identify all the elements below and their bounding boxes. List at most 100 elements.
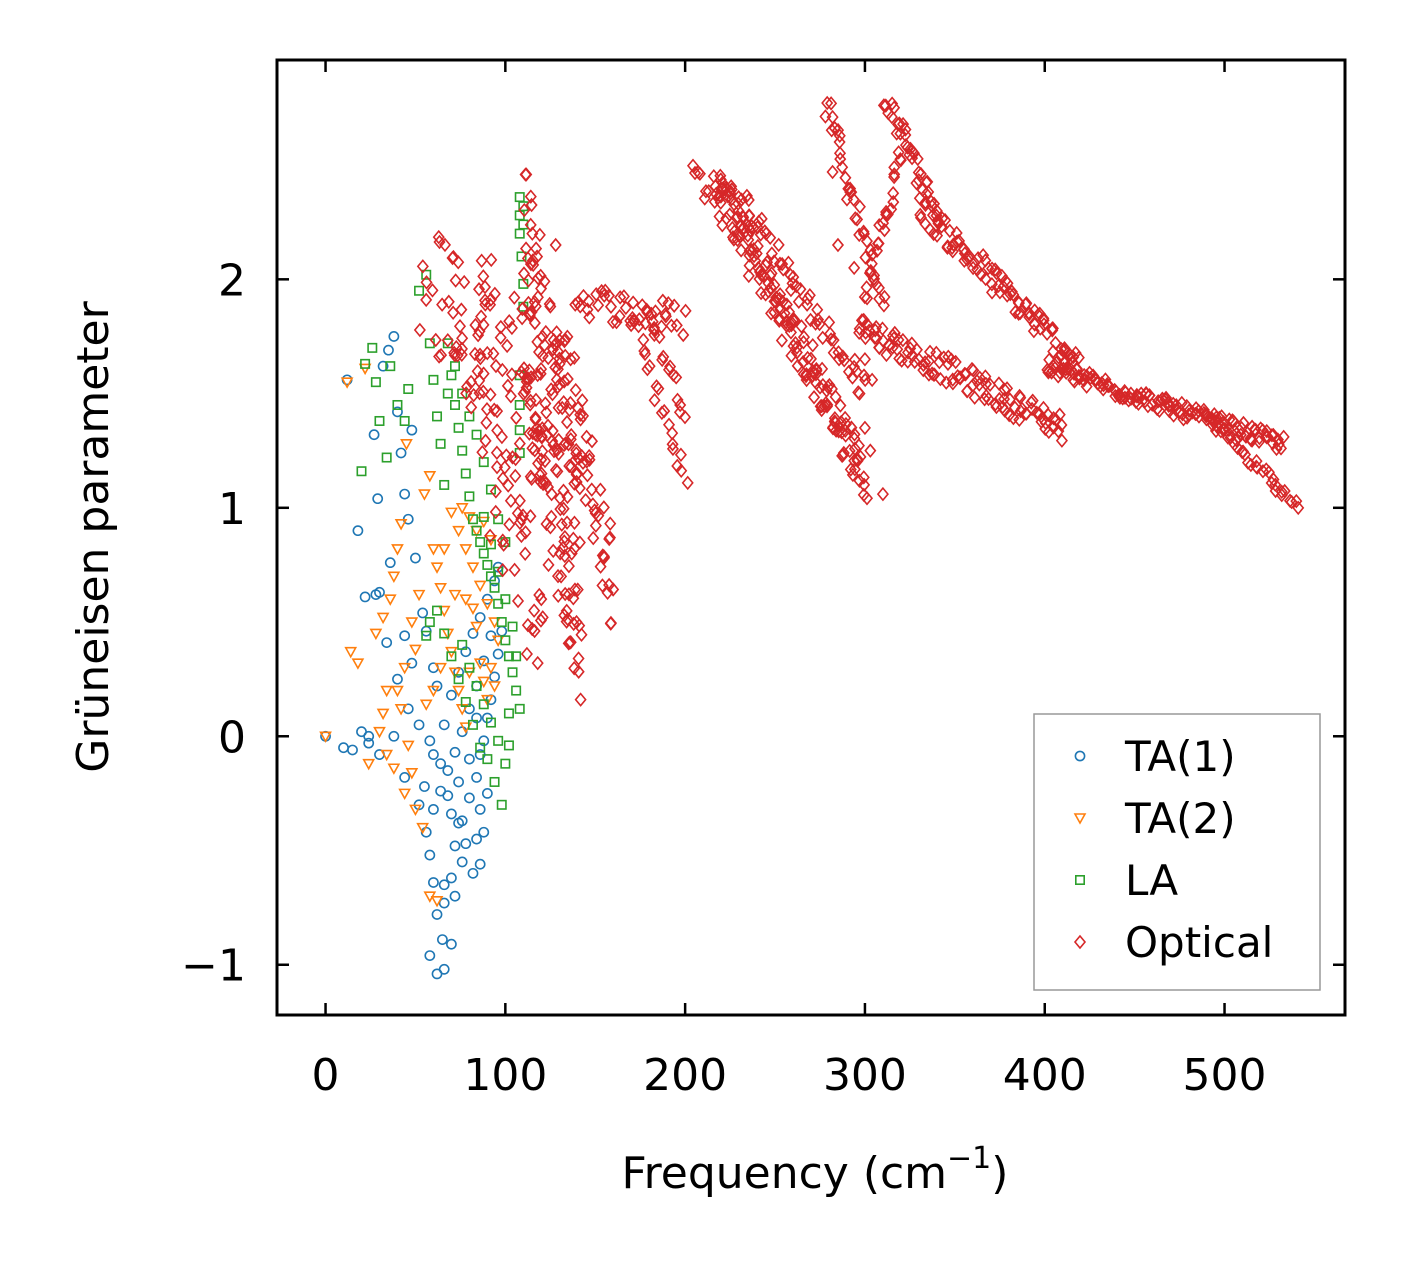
data-point — [568, 582, 582, 597]
data-point — [850, 364, 863, 379]
data-point — [858, 289, 871, 305]
data-point — [764, 230, 777, 245]
data-point — [640, 302, 653, 317]
data-point — [552, 446, 565, 461]
data-point — [1003, 392, 1016, 407]
data-point — [463, 792, 475, 804]
data-point — [576, 393, 589, 408]
data-point — [1209, 414, 1222, 429]
data-point — [984, 377, 997, 393]
data-point — [473, 580, 487, 593]
data-point — [1261, 429, 1274, 444]
data-point — [716, 175, 729, 191]
data-point — [572, 651, 585, 666]
data-point — [583, 448, 596, 464]
data-point — [1267, 472, 1280, 487]
data-point — [662, 296, 675, 311]
data-point — [1061, 361, 1075, 377]
data-point — [1141, 398, 1154, 414]
data-point — [472, 327, 485, 343]
data-point — [652, 381, 665, 396]
data-point — [826, 109, 839, 125]
data-point — [356, 726, 367, 738]
data-point — [809, 316, 822, 331]
data-point — [1005, 284, 1018, 299]
data-point — [567, 531, 580, 546]
data-point — [792, 294, 805, 309]
data-point — [860, 280, 873, 295]
data-point — [681, 475, 694, 491]
data-point — [459, 594, 473, 606]
data-point — [387, 571, 401, 583]
data-point — [851, 453, 864, 469]
data-point — [477, 317, 490, 333]
data-point — [922, 184, 935, 200]
data-point — [458, 274, 471, 290]
data-point — [460, 696, 471, 707]
data-point — [472, 282, 486, 297]
data-point — [659, 306, 672, 322]
data-point — [471, 833, 482, 845]
data-point — [492, 648, 504, 660]
data-point — [421, 630, 432, 641]
data-point — [580, 429, 593, 445]
data-point — [381, 637, 393, 648]
data-point — [753, 271, 766, 287]
data-point — [843, 443, 856, 459]
data-point — [943, 223, 956, 239]
data-point — [428, 877, 439, 888]
data-point — [463, 753, 475, 765]
data-point — [506, 450, 519, 465]
data-point — [507, 621, 518, 632]
data-point — [535, 361, 548, 377]
data-point — [448, 589, 462, 602]
data-point — [665, 318, 678, 333]
data-point — [666, 441, 679, 457]
data-point — [519, 525, 532, 540]
data-point — [427, 685, 440, 698]
data-point — [560, 603, 573, 619]
data-point — [782, 255, 795, 271]
data-point — [853, 473, 866, 489]
data-point — [413, 719, 425, 731]
legend-label: TA(1) — [1124, 732, 1236, 781]
data-point — [836, 349, 849, 364]
data-point — [453, 319, 467, 334]
data-point — [866, 372, 879, 388]
data-point — [539, 475, 553, 491]
data-point — [374, 415, 385, 426]
data-point — [574, 299, 587, 314]
data-point — [505, 367, 518, 382]
data-point — [493, 735, 504, 746]
data-point — [732, 196, 745, 211]
data-point — [544, 520, 557, 535]
data-point — [625, 317, 638, 333]
data-point — [373, 726, 386, 739]
data-point — [853, 199, 866, 214]
data-point — [347, 744, 358, 756]
data-point — [551, 464, 564, 479]
data-point — [776, 256, 789, 272]
data-point — [368, 429, 380, 441]
data-point — [489, 504, 502, 520]
data-point — [770, 290, 783, 305]
data-point — [429, 332, 442, 348]
scatter-points — [319, 95, 1305, 980]
data-point — [526, 441, 539, 456]
data-point — [1250, 453, 1263, 469]
x-tick-label: 300 — [823, 1050, 907, 1101]
data-point — [897, 116, 910, 132]
data-point — [376, 612, 390, 625]
data-point — [967, 260, 980, 276]
data-point — [772, 237, 785, 253]
data-point — [657, 349, 670, 365]
data-point — [466, 603, 480, 615]
data-point — [344, 646, 358, 659]
data-point — [1253, 434, 1266, 450]
data-point — [914, 207, 927, 223]
data-point — [1001, 288, 1014, 303]
data-point — [724, 183, 737, 199]
data-point — [839, 170, 852, 186]
data-point — [1001, 381, 1014, 396]
data-point — [478, 826, 490, 838]
